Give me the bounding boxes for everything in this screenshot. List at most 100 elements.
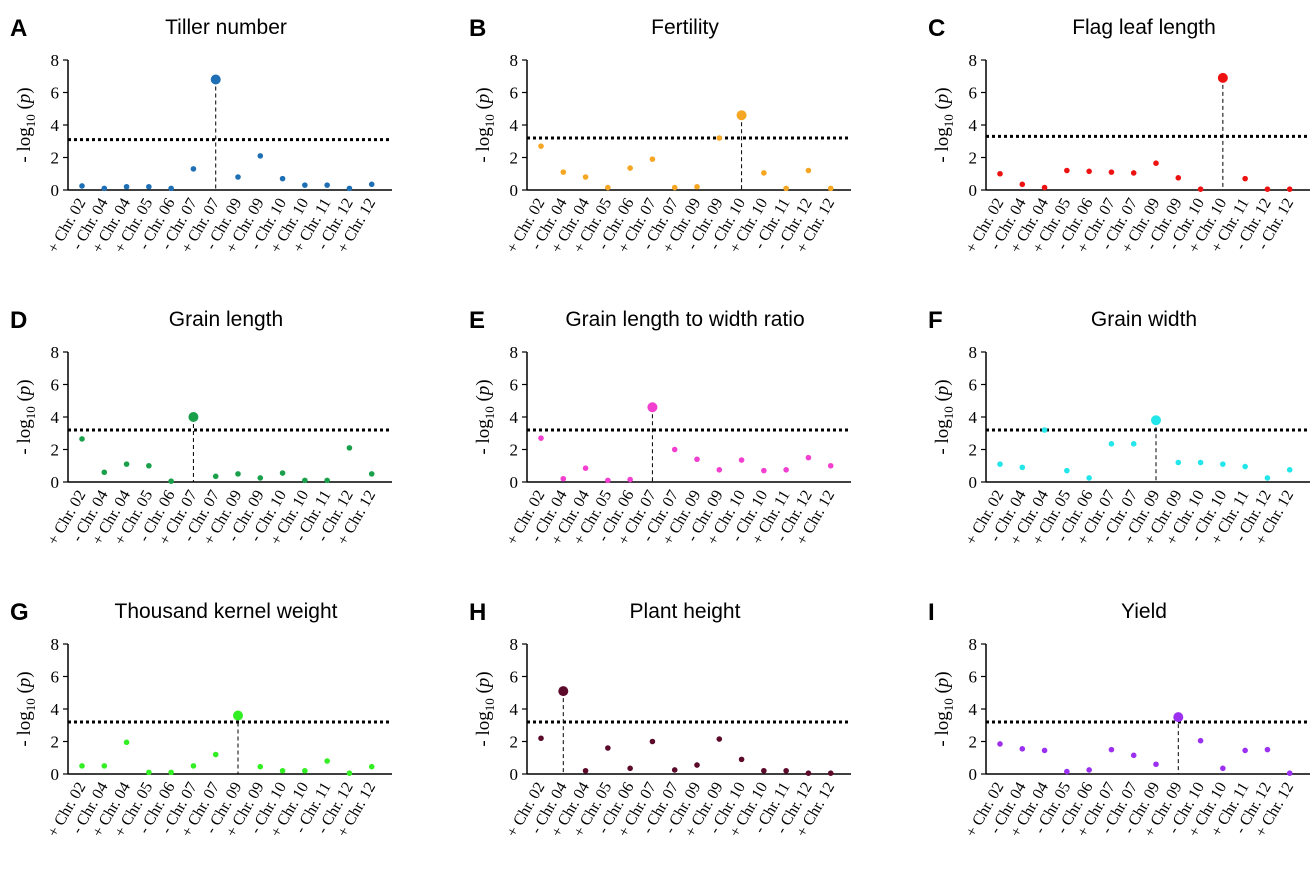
point <box>1175 175 1182 181</box>
point <box>1220 765 1226 772</box>
y-axis-label: - log10 (p) <box>473 87 497 162</box>
y-tick-label: 2 <box>51 441 60 460</box>
point <box>212 751 219 758</box>
point <box>605 184 611 191</box>
point <box>168 478 174 484</box>
point <box>123 461 130 467</box>
point <box>1086 475 1092 481</box>
point <box>1019 746 1026 752</box>
panel-title: Fertility <box>651 16 719 39</box>
point <box>190 166 197 172</box>
point <box>101 469 108 476</box>
panel-letter: B <box>469 15 486 42</box>
point <box>1151 415 1161 426</box>
point <box>783 767 789 774</box>
y-tick-label: 2 <box>510 149 519 168</box>
point <box>1041 747 1048 754</box>
panel-title: Yield <box>1121 600 1167 623</box>
y-axis-label-part: 10 <box>482 114 497 127</box>
y-axis-label-part: p <box>473 94 494 106</box>
y-axis-label-part: ( <box>932 103 953 114</box>
y-tick-label: 0 <box>510 181 519 200</box>
point <box>761 767 767 774</box>
point <box>233 710 243 721</box>
panel-letter: H <box>469 599 486 626</box>
point <box>1086 767 1092 773</box>
point <box>558 686 569 697</box>
point <box>1242 747 1248 754</box>
point <box>346 185 353 192</box>
y-axis-label-part: ( <box>473 395 494 406</box>
panel-title: Flag leaf length <box>1072 16 1216 39</box>
y-tick-label: 4 <box>510 116 519 135</box>
point <box>123 739 130 746</box>
y-tick-label: 8 <box>51 635 60 654</box>
point <box>123 183 130 190</box>
panel-title: Plant height <box>630 600 741 623</box>
y-axis-label-part: 10 <box>941 698 956 711</box>
point <box>716 736 723 742</box>
point <box>582 174 589 180</box>
point <box>605 745 611 751</box>
point <box>997 741 1003 747</box>
point <box>1041 184 1048 191</box>
y-axis-label-part: 10 <box>482 698 497 711</box>
y-axis-label-part: 10 <box>941 406 956 419</box>
y-tick-label: 8 <box>510 51 519 70</box>
point <box>1175 459 1182 466</box>
point <box>279 767 286 774</box>
y-axis-label-part: - log <box>932 711 953 747</box>
point <box>146 183 152 190</box>
point <box>1286 770 1293 776</box>
point <box>79 436 85 442</box>
y-tick-label: 2 <box>51 149 60 168</box>
point <box>805 454 812 461</box>
point <box>235 174 241 180</box>
point <box>1108 169 1115 175</box>
point <box>997 461 1003 467</box>
point <box>1242 463 1248 470</box>
point <box>827 462 834 469</box>
y-axis-label: - log10 (p) <box>473 379 497 454</box>
point <box>1130 752 1137 759</box>
panel-title: Grain length to width ratio <box>565 308 804 331</box>
y-tick-label: 4 <box>51 408 60 427</box>
y-tick-label: 4 <box>969 700 978 719</box>
point <box>1108 746 1115 753</box>
y-tick-label: 6 <box>51 376 60 395</box>
y-tick-label: 6 <box>51 668 60 687</box>
point <box>1130 170 1137 176</box>
point <box>1153 761 1159 768</box>
point <box>210 74 221 85</box>
y-tick-label: 2 <box>51 733 60 752</box>
point <box>805 167 812 174</box>
point <box>235 471 241 477</box>
y-axis-label-part: ) <box>473 87 494 93</box>
point <box>997 170 1003 177</box>
y-axis-label: - log10 (p) <box>932 671 956 746</box>
y-tick-label: 8 <box>969 343 978 362</box>
y-axis-label: - log10 (p) <box>14 671 38 746</box>
point <box>1153 160 1159 166</box>
point <box>1173 712 1184 723</box>
point <box>257 763 264 770</box>
y-axis-label-part: 10 <box>941 114 956 127</box>
y-tick-label: 4 <box>510 408 519 427</box>
y-axis-label-part: 10 <box>23 698 38 711</box>
point <box>694 183 700 190</box>
point <box>1064 768 1070 775</box>
point <box>627 476 633 483</box>
y-tick-label: 4 <box>51 116 60 135</box>
point <box>212 473 219 480</box>
y-axis-label: - log10 (p) <box>473 671 497 746</box>
y-axis-label-part: ( <box>932 395 953 406</box>
y-tick-label: 0 <box>969 181 978 200</box>
panel-title: Grain length <box>169 308 283 331</box>
y-axis-label-part: ) <box>14 379 35 385</box>
point <box>736 110 747 121</box>
y-axis-label-part: ( <box>14 103 35 114</box>
y-tick-label: 8 <box>510 343 519 362</box>
point <box>302 767 308 774</box>
point <box>1264 475 1271 481</box>
